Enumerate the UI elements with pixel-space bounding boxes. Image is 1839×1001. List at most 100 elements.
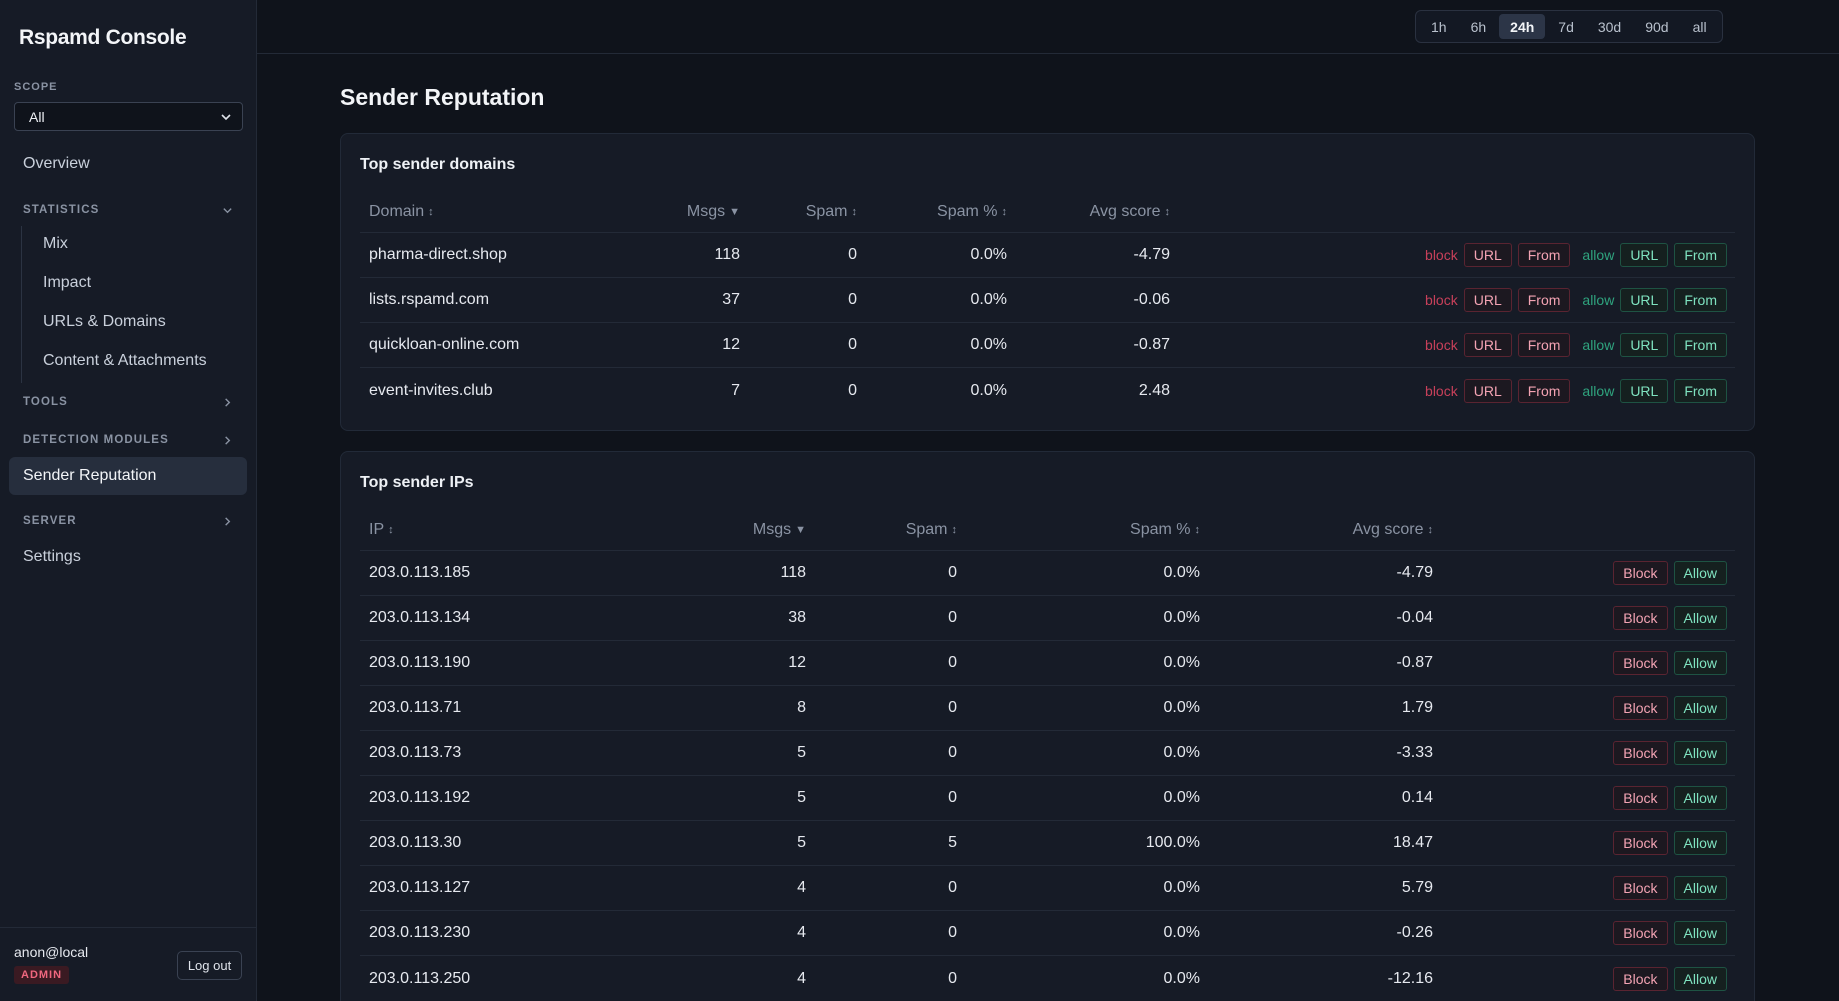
allow-url-button[interactable]: URL bbox=[1620, 333, 1669, 357]
cell-spam_pct: 0.0% bbox=[1163, 879, 1200, 896]
cell-avg_score: 1.79 bbox=[1401, 699, 1433, 716]
sort-icon: ↕ bbox=[1194, 523, 1201, 536]
block-from-button[interactable]: From bbox=[1517, 288, 1571, 312]
top-sender-ips-card: Top sender IPs IP ↕ Msgs ▼ Spam ↕ Spam % ↕ Avg s… bbox=[340, 451, 1755, 1001]
cell-spam_pct: 0.0% bbox=[1163, 744, 1200, 761]
allow-from-button[interactable]: From bbox=[1674, 333, 1727, 357]
block-url-button[interactable]: URL bbox=[1463, 243, 1512, 267]
allow-button[interactable]: Allow bbox=[1673, 876, 1727, 900]
range-option-24h[interactable]: 24h bbox=[1499, 14, 1546, 39]
block-button[interactable]: Block bbox=[1613, 696, 1668, 720]
block-from-button[interactable]: From bbox=[1517, 243, 1571, 267]
block-button[interactable]: Block bbox=[1613, 606, 1668, 630]
block-url-button[interactable]: URL bbox=[1463, 288, 1512, 312]
block-button[interactable]: Block bbox=[1613, 786, 1668, 810]
range-option-30d[interactable]: 30d bbox=[1597, 18, 1622, 35]
allow-button[interactable]: Allow bbox=[1673, 831, 1727, 855]
allow-from-button[interactable]: From bbox=[1674, 243, 1727, 267]
allow-button[interactable]: Allow bbox=[1673, 561, 1727, 585]
column-header-domain[interactable]: Domain ↕ bbox=[369, 191, 669, 232]
allow-button[interactable]: Allow bbox=[1673, 606, 1727, 630]
table-row: 203.0.113.127 4 0 0.0% 5.79 Block Allow bbox=[360, 866, 1735, 911]
column-header-msgs[interactable]: Msgs ▼ bbox=[660, 509, 806, 550]
allow-url-button[interactable]: URL bbox=[1620, 378, 1669, 403]
nav-item-mix[interactable]: Mix bbox=[43, 235, 68, 252]
cell-msgs: 5 bbox=[797, 744, 806, 761]
row-actions: block URL From allow URL From bbox=[1425, 323, 1727, 367]
allow-button[interactable]: Allow bbox=[1673, 966, 1727, 991]
allow-url-button[interactable]: URL bbox=[1620, 243, 1669, 267]
column-header-ip[interactable]: IP ↕ bbox=[369, 509, 669, 550]
column-header-spam_pct[interactable]: Spam % ↕ bbox=[880, 191, 1007, 232]
column-header-avg_score[interactable]: Avg score ↕ bbox=[1040, 191, 1170, 232]
allow-button[interactable]: Allow bbox=[1673, 696, 1727, 720]
row-actions: Block Allow bbox=[1613, 686, 1727, 730]
cell-msgs: 4 bbox=[797, 969, 806, 987]
allow-from-button[interactable]: From bbox=[1674, 378, 1727, 403]
table-row: 203.0.113.250 4 0 0.0% -12.16 Block Allow bbox=[360, 956, 1735, 1001]
block-button[interactable]: Block bbox=[1613, 876, 1668, 900]
cell-ip: 203.0.113.127 bbox=[369, 879, 471, 896]
cell-msgs: 4 bbox=[797, 924, 806, 941]
block-url-button[interactable]: URL bbox=[1463, 378, 1512, 403]
row-actions: Block Allow bbox=[1613, 956, 1727, 1001]
allow-button[interactable]: Allow bbox=[1673, 651, 1727, 675]
nav-section-detection-modules[interactable]: DETECTION MODULES bbox=[9, 428, 247, 452]
column-header-msgs-label: Msgs bbox=[752, 520, 792, 538]
nav-item-urls-domains[interactable]: URLs & Domains bbox=[43, 313, 166, 330]
table-row: 203.0.113.134 38 0 0.0% -0.04 Block Allow bbox=[360, 596, 1735, 641]
block-label: block bbox=[1425, 292, 1458, 308]
statistics-subnav: Mix Impact URLs & Domains Content & Atta… bbox=[21, 226, 247, 383]
cell-avg_score: -3.33 bbox=[1396, 744, 1433, 761]
block-from-button[interactable]: From bbox=[1517, 333, 1571, 357]
cell-ip: 203.0.113.190 bbox=[369, 654, 471, 671]
allow-url-button[interactable]: URL bbox=[1620, 288, 1669, 312]
chevron-right-icon bbox=[225, 435, 231, 445]
chevron-right-icon bbox=[225, 516, 231, 526]
block-button[interactable]: Block bbox=[1613, 831, 1668, 855]
range-option-all[interactable]: all bbox=[1692, 18, 1707, 35]
range-option-90d[interactable]: 90d bbox=[1645, 18, 1669, 35]
allow-button[interactable]: Allow bbox=[1673, 786, 1727, 810]
range-option-6h[interactable]: 6h bbox=[1470, 18, 1487, 35]
nav-overview[interactable]: Overview bbox=[23, 155, 90, 172]
nav-section-tools[interactable]: TOOLS bbox=[9, 390, 247, 414]
column-header-spam_pct[interactable]: Spam % ↕ bbox=[980, 509, 1200, 550]
column-header-avg_score[interactable]: Avg score ↕ bbox=[1240, 509, 1433, 550]
sidebar-footer: anon@local ADMIN Log out bbox=[0, 927, 257, 1001]
block-from-button[interactable]: From bbox=[1517, 378, 1571, 403]
block-button[interactable]: Block bbox=[1613, 966, 1668, 991]
allow-button[interactable]: Allow bbox=[1673, 921, 1727, 945]
ips-table: IP ↕ Msgs ▼ Spam ↕ Spam % ↕ Avg score ↕ 203.0.113.… bbox=[360, 509, 1735, 1001]
logout-button[interactable]: Log out bbox=[177, 951, 242, 980]
block-label: block bbox=[1425, 247, 1458, 263]
column-header-spam[interactable]: Spam ↕ bbox=[760, 191, 857, 232]
nav-item-content-attachments[interactable]: Content & Attachments bbox=[43, 352, 207, 369]
column-header-spam_pct-label: Spam % bbox=[937, 202, 998, 220]
nav-item-impact[interactable]: Impact bbox=[43, 274, 92, 291]
nav-settings[interactable]: Settings bbox=[23, 548, 81, 565]
block-url-button[interactable]: URL bbox=[1463, 333, 1512, 357]
allow-from-button[interactable]: From bbox=[1674, 288, 1727, 312]
sort-icon: ↕ bbox=[951, 523, 958, 536]
cell-msgs: 7 bbox=[731, 381, 740, 399]
nav-sender-reputation[interactable]: Sender Reputation bbox=[9, 457, 247, 495]
range-option-1h[interactable]: 1h bbox=[1431, 18, 1447, 35]
nav-section-server[interactable]: SERVER bbox=[9, 509, 247, 533]
range-option-7d[interactable]: 7d bbox=[1558, 18, 1574, 35]
cell-avg_score: -0.26 bbox=[1396, 924, 1433, 941]
allow-button[interactable]: Allow bbox=[1673, 741, 1727, 765]
page-title: Sender Reputation bbox=[340, 84, 545, 110]
block-button[interactable]: Block bbox=[1613, 741, 1668, 765]
block-button[interactable]: Block bbox=[1613, 651, 1668, 675]
column-header-spam[interactable]: Spam ↕ bbox=[820, 509, 957, 550]
block-button[interactable]: Block bbox=[1613, 921, 1668, 945]
cell-spam_pct: 0.0% bbox=[1163, 564, 1200, 581]
domains-table-header: Domain ↕ Msgs ▼ Spam ↕ Spam % ↕ Avg score ↕ bbox=[360, 191, 1735, 233]
cell-avg_score: 2.48 bbox=[1138, 381, 1170, 399]
cell-spam: 0 bbox=[948, 654, 957, 671]
scope-select[interactable]: All bbox=[14, 102, 243, 131]
nav-section-statistics[interactable]: STATISTICS bbox=[9, 198, 247, 222]
block-button[interactable]: Block bbox=[1613, 561, 1668, 585]
column-header-msgs[interactable]: Msgs ▼ bbox=[660, 191, 740, 232]
